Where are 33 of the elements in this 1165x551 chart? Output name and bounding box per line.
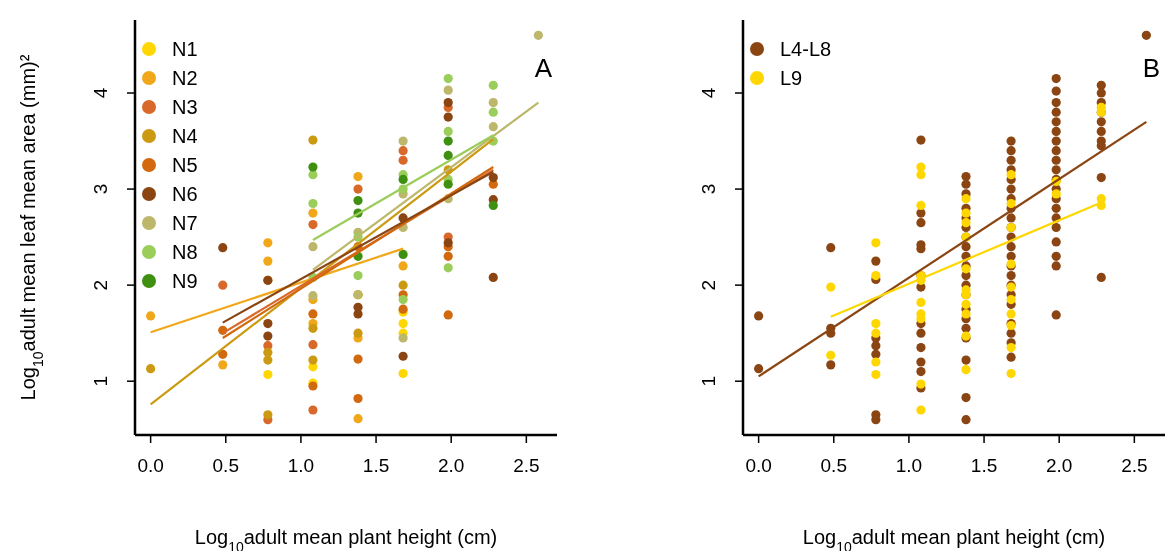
legend-label: N6: [172, 183, 198, 205]
legend-label: N1: [172, 38, 198, 60]
y-tick-label: 4: [698, 87, 719, 99]
y-tick-label: 2: [698, 279, 719, 291]
x-tick-label: 0.5: [212, 455, 239, 476]
y-tick-label: 1: [90, 375, 111, 387]
x-tick-label: 1.5: [970, 455, 998, 476]
x-tick-label: 2.0: [1045, 455, 1073, 476]
x-tick-label: 2.5: [1121, 455, 1148, 476]
y-tick-label: 2: [90, 279, 111, 291]
legend-label: L4-L8: [780, 38, 832, 60]
x-tick-label: 1.0: [895, 455, 923, 476]
legend-label: N2: [172, 67, 198, 89]
x-tick-label: 0.0: [745, 455, 772, 476]
x-tick-label: 1.0: [287, 455, 315, 476]
y-tick-label: 1: [698, 375, 719, 387]
x-tick-label: 0.0: [137, 455, 164, 476]
y-tick-label: 4: [90, 87, 111, 99]
x-tick-label: 2.0: [437, 455, 465, 476]
legend-label: N9: [172, 270, 198, 292]
y-tick-label: 3: [698, 183, 719, 195]
legend-label: L9: [780, 67, 803, 89]
legend-label: N3: [172, 96, 198, 118]
legend-label: N8: [172, 241, 198, 263]
legend-label: N4: [172, 125, 198, 147]
x-tick-label: 2.5: [513, 455, 540, 476]
legend-label: N7: [172, 212, 198, 234]
x-tick-label: 0.5: [820, 455, 847, 476]
annotation: B: [1142, 53, 1160, 83]
y-tick-label: 3: [90, 183, 111, 195]
annotation: A: [534, 53, 553, 83]
x-tick-label: 1.5: [362, 455, 390, 476]
legend-label: N5: [172, 154, 198, 176]
